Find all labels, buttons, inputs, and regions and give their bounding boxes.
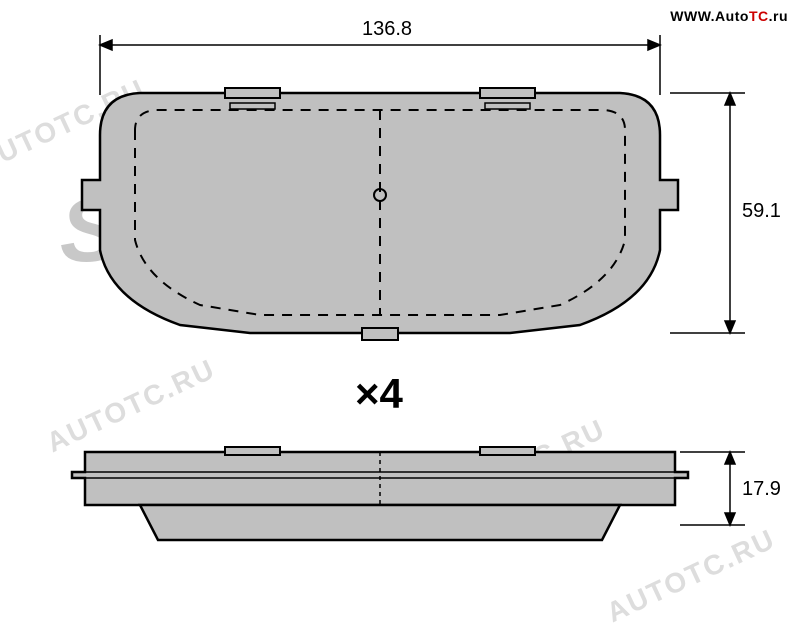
- brake-pad-top-view: [82, 88, 678, 340]
- brake-pad-side-view: [72, 447, 688, 540]
- url-watermark: WWW.AutoTC.ru: [670, 8, 788, 24]
- height-dimension-value: 59.1: [742, 200, 781, 223]
- thickness-dimension-value: 17.9: [742, 478, 781, 501]
- width-dimension-value: 136.8: [362, 18, 412, 41]
- url-tc: TC: [749, 8, 769, 24]
- technical-drawing: [0, 0, 800, 599]
- width-dimension: [100, 35, 660, 95]
- url-prefix: WWW.: [670, 8, 715, 24]
- quantity-label: ×4: [355, 370, 403, 418]
- thickness-dimension: [680, 452, 745, 525]
- url-suffix: .ru: [769, 8, 788, 24]
- height-dimension: [670, 93, 745, 333]
- url-mid: Auto: [715, 8, 749, 24]
